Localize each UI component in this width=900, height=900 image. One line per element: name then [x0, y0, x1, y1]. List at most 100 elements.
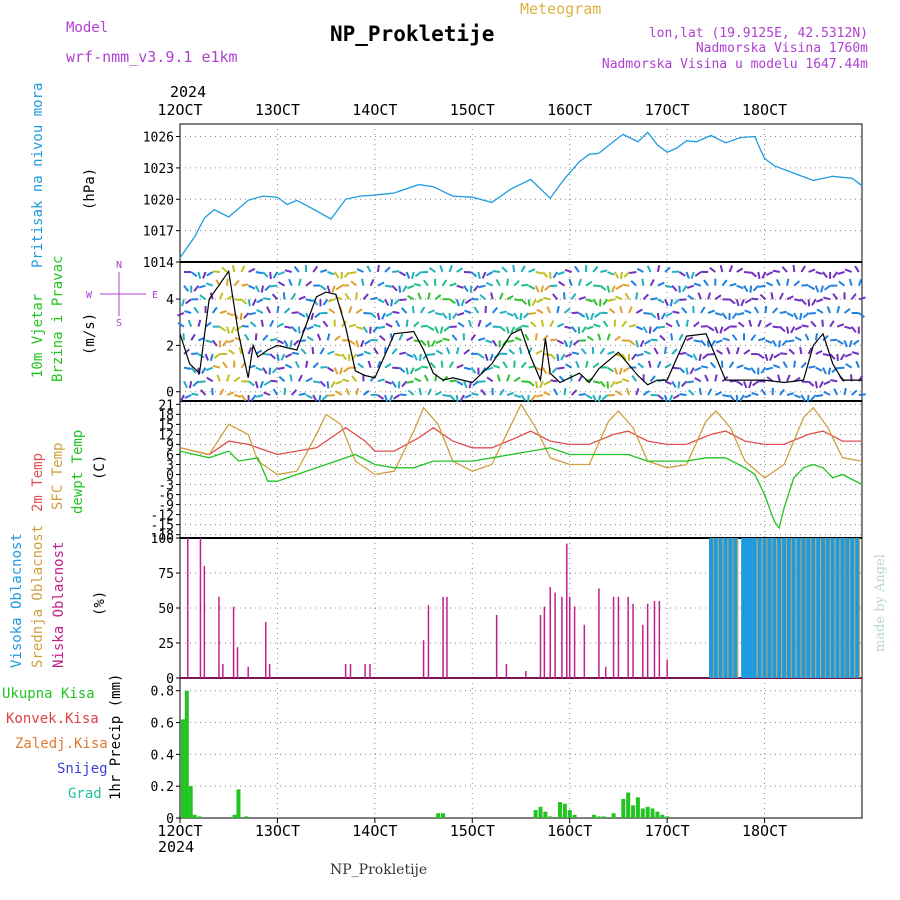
wind-arrow — [656, 360, 662, 369]
wind-arrow — [284, 363, 293, 369]
wind-arrow — [578, 393, 586, 396]
wind-arrow — [643, 312, 651, 315]
xtick-label-top: 12OCT — [157, 101, 202, 119]
wind-arrow — [270, 284, 278, 288]
wind-arrow — [448, 394, 456, 401]
wind-arrow — [668, 394, 674, 402]
wind-arrow — [621, 320, 628, 328]
wind-arrow — [552, 293, 559, 300]
wind-arrow — [748, 381, 753, 389]
wind-arrow — [594, 312, 601, 318]
wind-arrow — [678, 333, 684, 341]
wind-arrow — [193, 306, 200, 314]
wind-arrow — [435, 339, 443, 344]
cloud-high-bar — [821, 538, 826, 678]
temp-line-tsfc — [179, 402, 863, 479]
wind-arrow — [514, 336, 522, 342]
wind-arrow — [184, 310, 192, 314]
wind-arrow — [391, 380, 397, 388]
wind-arrow — [830, 338, 838, 342]
wind-arrow — [848, 278, 853, 286]
wind-arrow — [335, 390, 343, 396]
wind-arrow — [585, 394, 593, 400]
wind-arrow — [384, 363, 392, 369]
wind-arrow — [272, 271, 279, 279]
wind-arrow — [231, 264, 236, 273]
wind-arrow — [456, 284, 464, 289]
precip-bar — [631, 805, 636, 818]
wind-arrow — [422, 279, 429, 287]
cloud-high-bar — [786, 538, 791, 678]
wind-arrow — [592, 265, 599, 273]
wind-arrow — [420, 339, 427, 347]
wind-arrow — [694, 271, 702, 277]
wind-arrow — [455, 346, 460, 355]
wind-arrow — [546, 306, 552, 314]
wind-arrow — [671, 380, 677, 388]
wind-arrow — [277, 271, 285, 276]
cloud-high-bar — [796, 538, 801, 678]
wind-arrow — [686, 353, 694, 359]
wind-arrow — [369, 312, 377, 319]
wind-arrow — [606, 285, 611, 293]
wind-arrow — [506, 312, 514, 317]
wind-arrow — [618, 367, 623, 375]
wind-arrow — [248, 312, 256, 316]
wind-arrow — [671, 348, 678, 355]
wind-arrow — [293, 265, 300, 273]
wind-arrow — [305, 280, 313, 287]
wind-arrow — [335, 380, 343, 385]
wind-arrow — [327, 394, 335, 397]
wind-arrow — [703, 279, 709, 287]
wind-arrow — [473, 306, 480, 314]
wind-arrow — [723, 325, 731, 332]
wind-arrow — [726, 347, 731, 355]
wind-arrow — [249, 321, 257, 328]
wind-arrow — [456, 267, 464, 273]
ytick-label-precip: 0.2 — [151, 780, 174, 795]
wind-arrow — [480, 388, 487, 396]
wind-arrow — [206, 271, 214, 277]
cloud-high-bar — [757, 538, 762, 678]
precip-bar — [236, 789, 241, 818]
wind-arrow — [536, 308, 544, 314]
wind-arrow — [664, 363, 672, 369]
wind-arrow — [284, 269, 292, 273]
wind-arrow — [775, 278, 781, 287]
wind-arrow — [744, 309, 752, 314]
wind-arrow — [420, 306, 426, 314]
wind-arrow — [704, 374, 709, 382]
wind-arrow — [858, 393, 866, 396]
wind-arrow — [513, 394, 522, 399]
wind-arrow — [291, 311, 299, 314]
precip-bar — [572, 814, 577, 818]
wind-arrow — [831, 366, 838, 374]
wind-arrow — [262, 353, 271, 356]
wind-arrow — [586, 325, 594, 330]
ytick-label-temperature: 21 — [158, 398, 174, 413]
wind-arrow — [486, 376, 494, 383]
wind-arrow — [470, 367, 477, 374]
wind-arrow — [728, 298, 736, 305]
wind-arrow — [743, 366, 751, 371]
wind-arrow — [463, 285, 469, 293]
wind-arrow — [614, 335, 622, 342]
wind-arrow — [306, 325, 314, 331]
wind-arrow — [820, 285, 824, 293]
wind-arrow — [858, 296, 866, 301]
wind-arrow — [750, 271, 757, 278]
wind-arrow — [330, 380, 336, 388]
wind-arrow — [263, 297, 271, 301]
wind-arrow — [606, 366, 614, 373]
ytick-label-temperature: 0 — [166, 469, 174, 484]
wind-arrow — [807, 380, 815, 387]
wind-arrow — [607, 350, 615, 355]
wind-arrow — [269, 353, 277, 360]
ytick-label-precip: 0.4 — [151, 748, 175, 763]
wind-arrow — [625, 388, 631, 396]
wind-arrow — [239, 312, 243, 321]
wind-arrow — [263, 391, 271, 396]
ytick-label-wind: 2 — [166, 339, 174, 354]
wind-arrow — [714, 326, 719, 334]
wind-arrow — [456, 380, 464, 386]
